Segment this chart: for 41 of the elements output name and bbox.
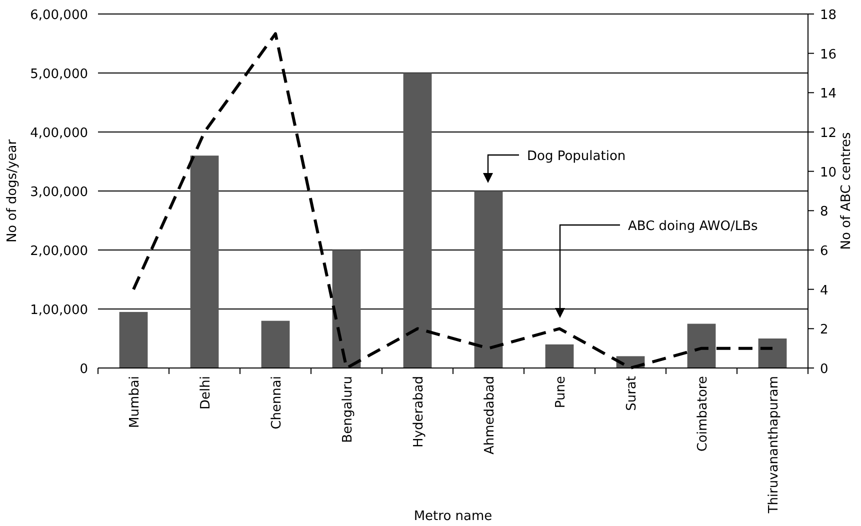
y2-tick-label: 12 — [820, 126, 837, 141]
bar — [474, 191, 503, 368]
x-tick-label: Surat — [624, 376, 640, 411]
x-tick-label: Pune — [554, 376, 568, 408]
x-tick-label: Hyderabad — [412, 376, 426, 448]
y-tick-label: 2,00,000 — [30, 244, 88, 259]
bar — [261, 320, 290, 368]
y-axis-title: No of dogs/year — [5, 138, 20, 243]
x-axis-title: Metro name — [414, 509, 492, 524]
annotation: Dog Population — [527, 149, 626, 164]
x-tick-label: Ahmedabad — [482, 376, 498, 454]
y-tick-label: 1,00,000 — [30, 303, 88, 318]
bar — [332, 250, 361, 368]
annotation: ABC doing AWO/LBs — [628, 219, 758, 234]
y-tick-label: 5,00,000 — [30, 67, 88, 82]
y2-tick-label: 14 — [820, 86, 837, 102]
y2-tick-label: 10 — [820, 165, 837, 180]
bar — [119, 312, 148, 368]
bar — [403, 73, 432, 368]
x-tick-label: Coimbatore — [696, 376, 710, 452]
y2-tick-label: 6 — [820, 244, 828, 259]
y2-tick-label: 8 — [820, 204, 828, 220]
y2-tick-label: 0 — [820, 362, 828, 377]
x-tick-label: Chennai — [270, 376, 284, 430]
bar — [758, 338, 787, 368]
x-tick-label: Delhi — [198, 376, 214, 410]
y2-tick-label: 18 — [820, 8, 837, 23]
y-tick-label: 0 — [80, 362, 88, 377]
bar — [545, 344, 574, 368]
y-tick-label: 4,00,000 — [30, 126, 88, 141]
bar — [190, 156, 219, 368]
y2-tick-label: 2 — [820, 322, 828, 338]
bar — [687, 324, 716, 368]
y-tick-label: 6,00,000 — [30, 8, 88, 23]
y2-axis-title: No of ABC centres — [839, 132, 854, 250]
x-tick-label: Bengaluru — [340, 376, 356, 443]
x-tick-label: Thiruvananthapuram — [766, 376, 782, 514]
y2-tick-label: 16 — [820, 47, 837, 62]
x-tick-label: Mumbai — [128, 376, 142, 428]
y2-tick-label: 4 — [820, 283, 828, 298]
y-tick-label: 3,00,000 — [30, 185, 88, 200]
